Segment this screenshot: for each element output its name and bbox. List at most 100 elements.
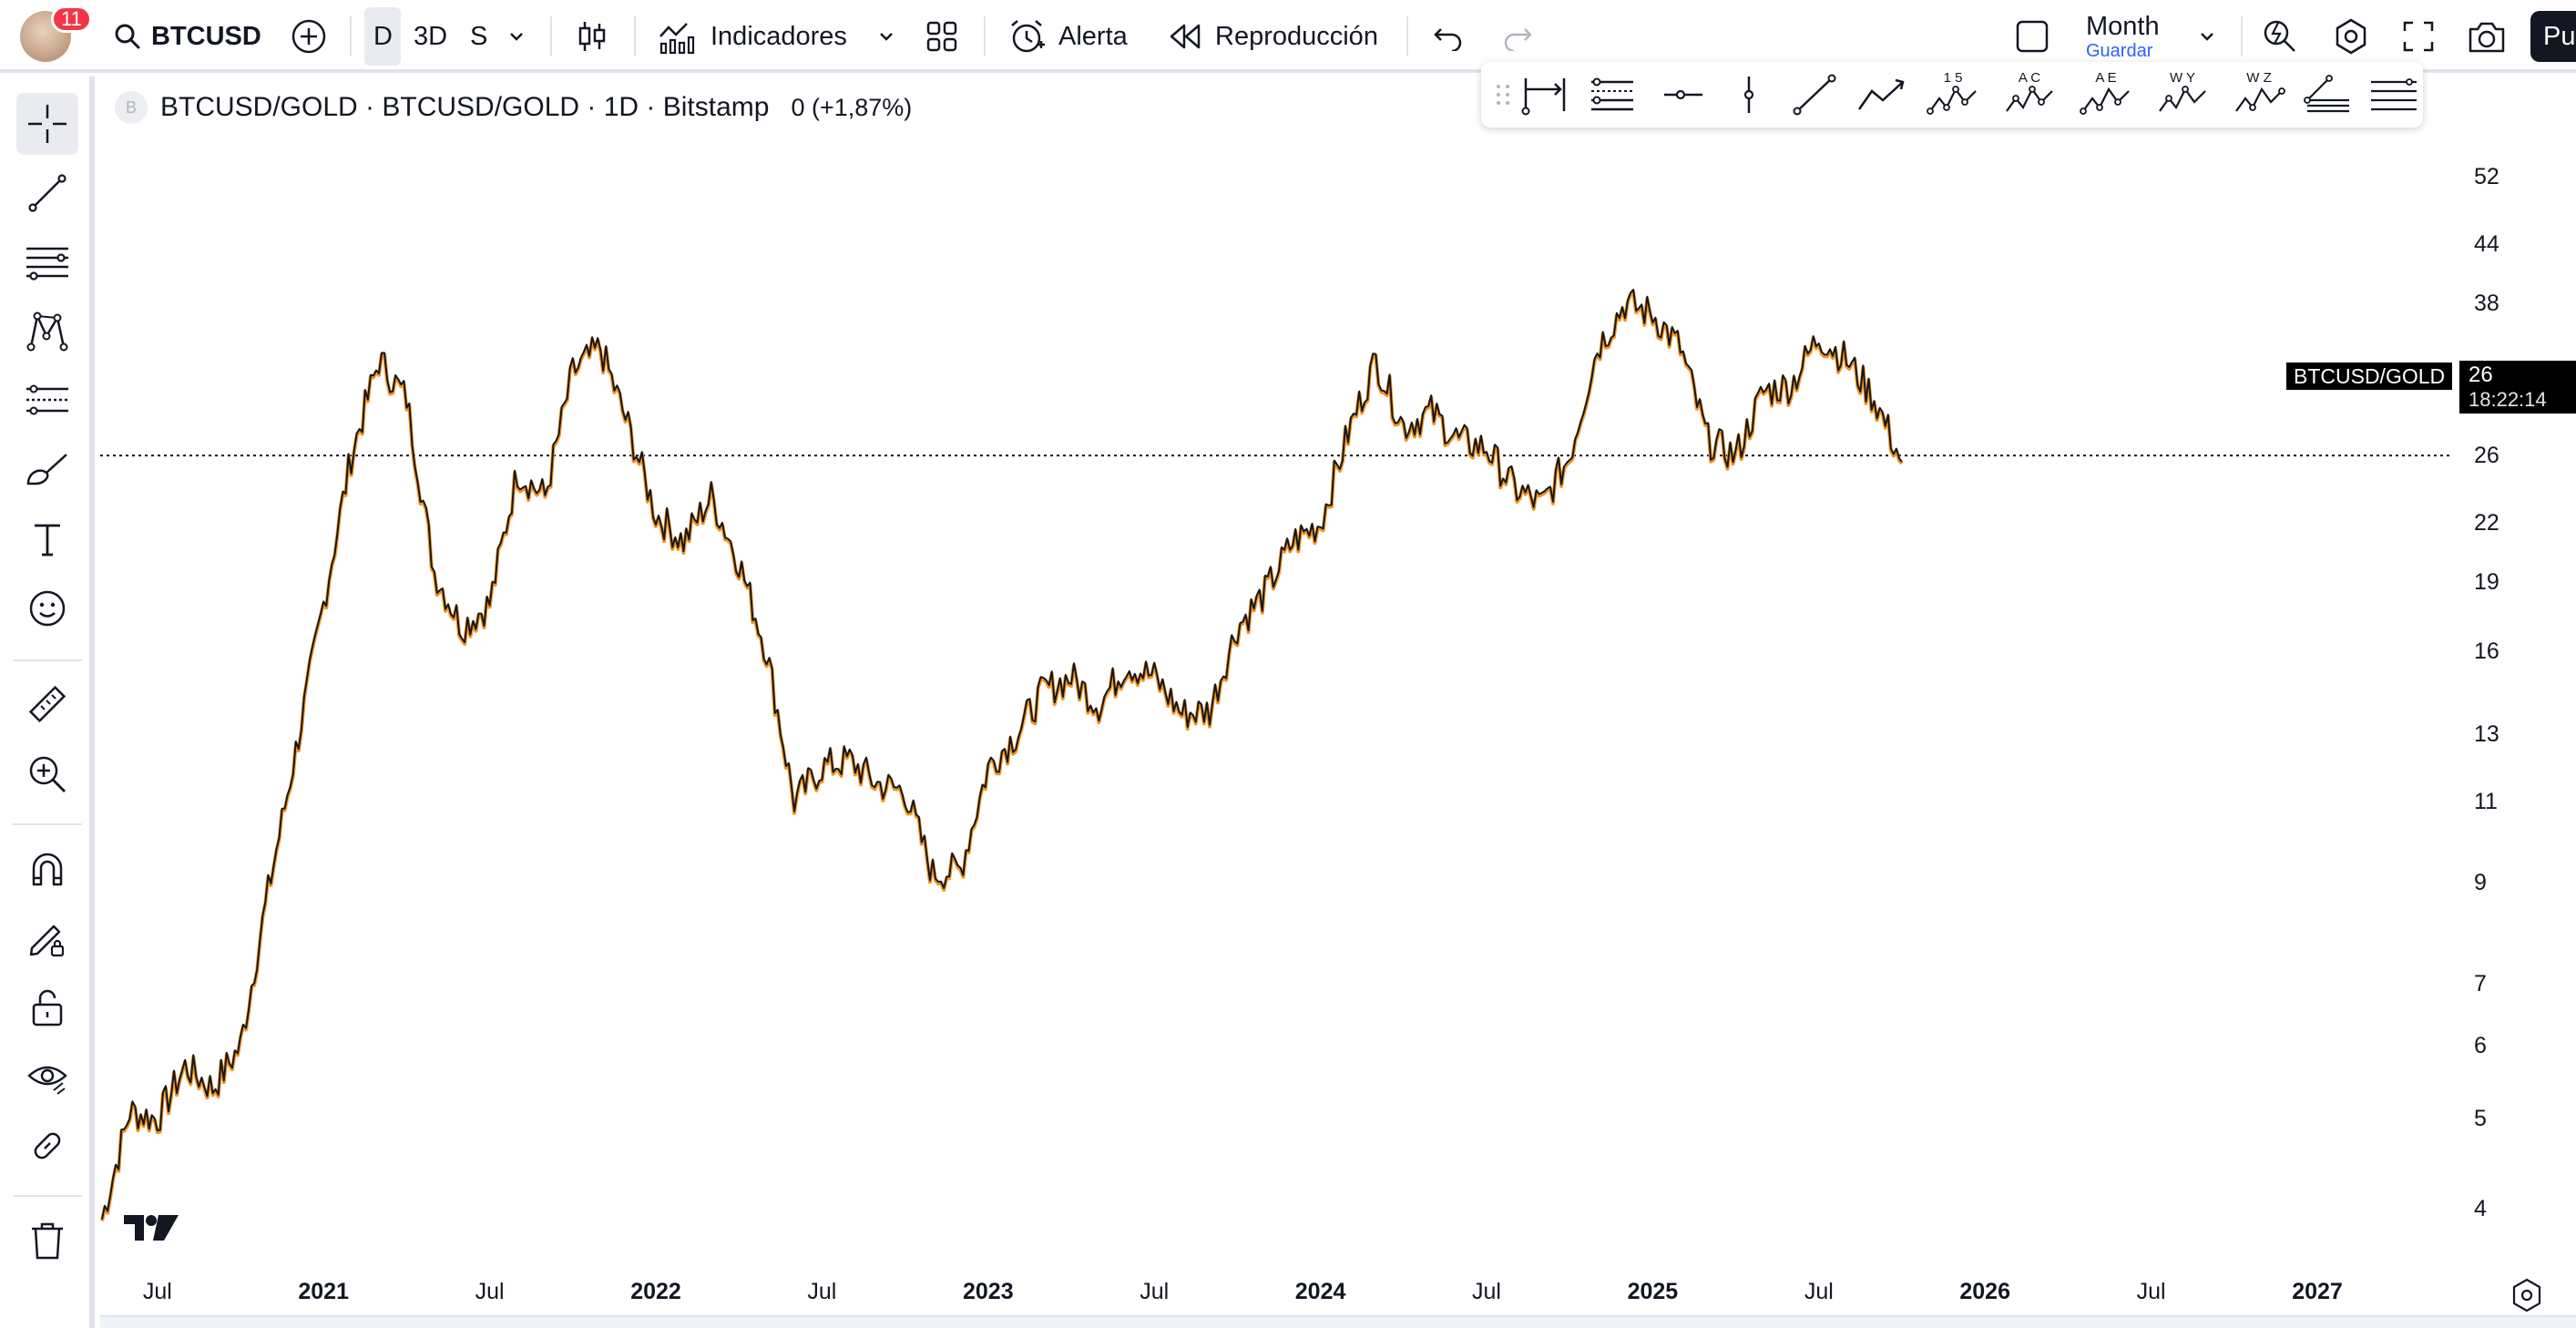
price-scale[interactable] xyxy=(2450,77,2576,1315)
fullscreen-button[interactable] xyxy=(2401,0,2436,73)
date-range-icon xyxy=(1521,78,1566,116)
interval-s[interactable]: S xyxy=(470,21,488,51)
alert-button[interactable]: Alerta xyxy=(1007,0,1128,73)
time-tick: 2025 xyxy=(1627,1279,1679,1304)
time-tick: 2023 xyxy=(962,1279,1014,1304)
stay-drawing-tool[interactable] xyxy=(16,907,78,969)
left-drawing-toolbar xyxy=(0,77,95,1328)
vertical-line-icon xyxy=(1743,77,1754,113)
text-icon xyxy=(35,524,60,557)
ruler-icon xyxy=(28,685,66,723)
lightning-search-icon xyxy=(2264,20,2295,52)
remove-drawings-tool[interactable] xyxy=(16,1210,78,1272)
price-tick: 7 xyxy=(2474,970,2487,996)
elliott-correction-icon: A C xyxy=(2006,71,2053,112)
time-tick: Jul xyxy=(807,1279,837,1304)
elliott-triple-combo-tool[interactable]: W Z xyxy=(2232,69,2286,120)
price-tick: 52 xyxy=(2474,164,2499,189)
zoom-tool[interactable] xyxy=(16,743,78,805)
undo-button[interactable] xyxy=(1432,0,1465,73)
screenshot-button[interactable] xyxy=(2467,0,2507,73)
smiley-icon xyxy=(29,590,66,627)
elliott-label: 1 5 xyxy=(1944,71,1963,86)
gear-icon xyxy=(2336,18,2366,55)
layout-button[interactable] xyxy=(2015,0,2050,73)
hide-drawings-tool[interactable] xyxy=(16,1046,78,1108)
layout-dropdown[interactable] xyxy=(2197,0,2217,73)
magnet-tool[interactable] xyxy=(16,838,78,900)
measure-tool[interactable] xyxy=(16,674,78,736)
time-tick: Jul xyxy=(1472,1279,1501,1304)
fib-retracement-tool[interactable] xyxy=(16,231,78,293)
legend-title: BTCUSD/GOLD · BTCUSD/GOLD · 1D · Bitstam… xyxy=(160,92,770,122)
save-link[interactable]: Guardar xyxy=(2086,41,2153,61)
templates-button[interactable] xyxy=(925,0,958,73)
time-tick: 2024 xyxy=(1294,1279,1346,1304)
trend-line-tool[interactable] xyxy=(16,162,78,224)
drag-handle-icon[interactable] xyxy=(1492,80,1514,109)
horizontal-ray-icon xyxy=(1664,89,1702,100)
vertical-line-tool[interactable] xyxy=(1722,69,1776,120)
zoom-in-icon xyxy=(29,756,66,792)
elliott-impulse-icon: 1 5 xyxy=(1927,71,1977,115)
tradingview-logo[interactable] xyxy=(122,1211,180,1244)
legend-change: 0 (+1,87%) xyxy=(791,93,913,121)
crosshair-tool[interactable] xyxy=(16,93,78,155)
elliott-impulse-tool[interactable]: 1 5 xyxy=(1926,69,1980,120)
forecasting-tool[interactable] xyxy=(16,370,78,432)
lock-drawings-tool[interactable] xyxy=(16,976,78,1038)
quick-search-button[interactable] xyxy=(2261,0,2299,73)
indicators-dropdown[interactable] xyxy=(876,0,896,73)
sync-drawings-tool[interactable] xyxy=(16,1115,78,1177)
scale-settings-icon[interactable] xyxy=(2509,1277,2545,1313)
elliott-double-combo-tool[interactable]: W Y xyxy=(2155,69,2210,120)
compare-button[interactable] xyxy=(290,0,328,73)
redo-button[interactable] xyxy=(1501,0,1534,73)
replay-button[interactable]: Reproducción xyxy=(1168,0,1378,73)
price-tick: 22 xyxy=(2474,509,2499,536)
time-tick: 2021 xyxy=(298,1279,349,1304)
interval-d[interactable]: D xyxy=(373,21,393,51)
replay-label: Reproducción xyxy=(1215,21,1378,51)
pattern-tool[interactable] xyxy=(16,301,78,363)
multi-lines-icon xyxy=(2371,78,2417,111)
date-range-tool[interactable] xyxy=(1518,69,1572,120)
trash-icon xyxy=(32,1222,63,1260)
time-tick: Jul xyxy=(1140,1279,1170,1304)
interval-dropdown[interactable] xyxy=(506,0,526,73)
indicators-button[interactable]: Indicadores xyxy=(658,0,847,73)
elliott-triangle-tool[interactable]: A E xyxy=(2079,69,2133,120)
brush-tool[interactable] xyxy=(16,439,78,501)
chart-legend[interactable]: B BTCUSD/GOLD · BTCUSD/GOLD · 1D · Bitst… xyxy=(115,89,912,126)
publish-button[interactable]: Pu xyxy=(2530,0,2576,73)
chart-type-button[interactable] xyxy=(574,0,610,73)
layout-name-button[interactable]: Month Guardar xyxy=(2086,0,2160,73)
notification-badge: 11 xyxy=(51,5,92,33)
series-line xyxy=(101,289,1903,1220)
fib-speed-tool[interactable] xyxy=(2301,69,2356,120)
grid-icon xyxy=(926,21,957,52)
fib-channel-tool[interactable] xyxy=(1585,69,1640,120)
settings-button[interactable] xyxy=(2332,0,2370,73)
bottom-border xyxy=(100,1315,2576,1328)
emoji-tool[interactable] xyxy=(16,577,78,639)
price-tick: 26 xyxy=(2474,443,2499,469)
fullscreen-icon xyxy=(2403,21,2434,52)
last-price-tag: 26 18:22:14 xyxy=(2459,361,2576,414)
search-icon xyxy=(115,24,140,49)
last-price-value: 26 xyxy=(2469,363,2493,387)
crosshair-icon xyxy=(28,105,66,143)
text-tool[interactable] xyxy=(16,508,78,570)
path-tool[interactable] xyxy=(1855,69,1909,120)
price-tick: 16 xyxy=(2474,638,2499,664)
price-chart[interactable] xyxy=(100,77,2450,1315)
price-tick: 11 xyxy=(2474,789,2498,815)
trend-line-float-tool[interactable] xyxy=(1787,69,1842,120)
symbol-search[interactable]: BTCUSD xyxy=(113,0,261,73)
more-lines-tool[interactable] xyxy=(2366,69,2421,120)
horizontal-ray-tool[interactable] xyxy=(1656,69,1711,120)
elliott-correction-tool[interactable]: A C xyxy=(2002,69,2057,120)
interval-3d[interactable]: 3D xyxy=(414,21,448,51)
price-tick: 9 xyxy=(2474,869,2487,895)
plus-circle-icon xyxy=(291,19,326,54)
